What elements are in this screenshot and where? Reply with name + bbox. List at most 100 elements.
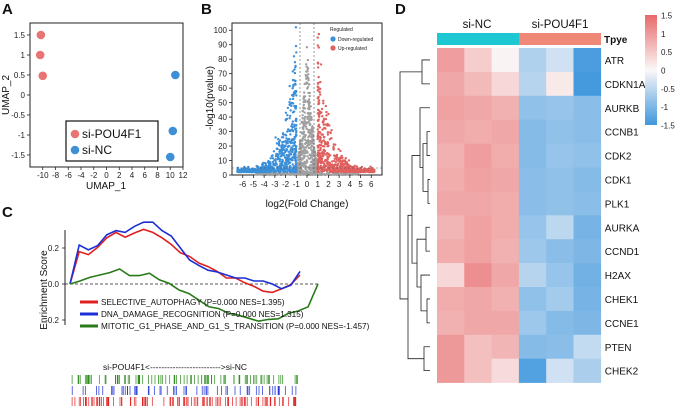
b-point [292, 92, 296, 95]
heatmap-cell [518, 143, 547, 168]
b-point [346, 165, 350, 168]
b-point [307, 77, 310, 80]
legend-down-marker [330, 36, 336, 42]
b-point [355, 165, 358, 168]
b-point [308, 153, 312, 156]
b-point [367, 170, 370, 174]
b-point [305, 127, 308, 130]
b-point [352, 170, 355, 174]
b-point [295, 94, 298, 97]
panel-b-legend-title: Regulated [330, 27, 353, 33]
b-point [292, 55, 296, 58]
b-point [320, 157, 323, 160]
b-point [311, 159, 315, 162]
heatmap-cell [518, 191, 547, 216]
panel-b-x-ticks: -6 -5 -4 -3 -2 -1 0 1 2 3 4 5 6 [239, 175, 374, 189]
b-point [359, 170, 362, 174]
heatmap-cell [518, 95, 547, 120]
b-point [291, 169, 294, 173]
a-xtick-label: 0 [104, 171, 109, 180]
a-xtick-label: -2 [90, 171, 98, 180]
heatmap-cell [464, 95, 492, 120]
b-point [324, 104, 327, 108]
b-point [343, 170, 346, 173]
b-point [306, 87, 309, 90]
a-ytick-label: -0.5 [11, 111, 25, 120]
b-point [319, 112, 322, 115]
heatmap-cell [573, 263, 602, 288]
b-point [316, 44, 319, 47]
b-point [316, 151, 320, 155]
heatmap-cell [573, 48, 602, 73]
b-point [294, 119, 297, 122]
b-point [294, 150, 297, 153]
legend-up-label: Up-regulated [338, 46, 367, 52]
b-point [293, 61, 297, 64]
b-point [278, 152, 281, 155]
b-point [372, 169, 375, 172]
b-point [291, 156, 294, 159]
b-point [330, 129, 333, 132]
b-point [344, 165, 347, 169]
b-point [321, 115, 324, 118]
b-point [307, 131, 310, 134]
dendrogram-branch [407, 214, 424, 360]
panel-b-y-ticks: 0 10 20 30 40 50 60 70 80 90 100 [214, 26, 232, 180]
b-point [338, 171, 341, 175]
b-point [304, 171, 308, 175]
b-point [319, 148, 322, 152]
heatmap-cell [464, 48, 492, 73]
b-point [277, 144, 281, 147]
b-point [316, 137, 319, 141]
b-point [272, 150, 276, 153]
heatmap-cell [491, 287, 520, 312]
b-point [281, 141, 284, 144]
b-point [291, 120, 294, 123]
b-xtick-label: 0 [305, 180, 310, 189]
b-point [287, 154, 290, 157]
b-point [322, 169, 326, 173]
heatmap-cell [491, 215, 520, 240]
b-point [324, 164, 328, 168]
b-point [306, 141, 309, 145]
heatmap-cell [573, 287, 602, 312]
heatmap-cell [491, 239, 520, 264]
b-point [290, 101, 294, 105]
b-point [289, 169, 292, 172]
panel-a-xlabel: UMAP_1 [86, 181, 126, 192]
c-line-dna_damage_recognition [69, 221, 301, 290]
b-point [306, 70, 309, 73]
b-point [288, 165, 292, 168]
a-ytick-label: 0 [21, 91, 26, 100]
b-point [316, 154, 319, 157]
b-point [287, 144, 290, 148]
b-point [329, 154, 332, 157]
heatmap-cell [491, 143, 520, 168]
b-point [283, 146, 286, 149]
b-point [349, 164, 352, 168]
b-point [283, 151, 287, 154]
b-point [288, 117, 291, 120]
b-point [287, 150, 290, 153]
b-point [302, 135, 305, 139]
b-point [328, 161, 331, 165]
b-ytick-label: 30 [218, 128, 227, 137]
b-point [316, 128, 319, 131]
b-point [327, 155, 330, 158]
gene-label: CDKN1A [605, 80, 646, 91]
heatmap-cell [437, 263, 465, 288]
b-point [317, 86, 320, 89]
legend-sinc-marker [70, 145, 80, 155]
heatmap-cell [437, 71, 465, 97]
panel-d-heatmap: si-NC si-POU4F1 Tpye ATR CDKN1A AURKB CCNB1… [399, 12, 675, 383]
b-point [290, 146, 293, 149]
b-point [304, 152, 307, 155]
b-point [317, 144, 320, 147]
b-point [310, 116, 313, 119]
b-point [310, 126, 314, 130]
b-ytick-label: 10 [218, 157, 227, 166]
heatmap-cell [464, 310, 492, 336]
heatmap-cell [464, 191, 492, 216]
panel-b-legend: Regulated Down-regulated Up-regulated [330, 27, 374, 52]
b-point [290, 129, 294, 132]
